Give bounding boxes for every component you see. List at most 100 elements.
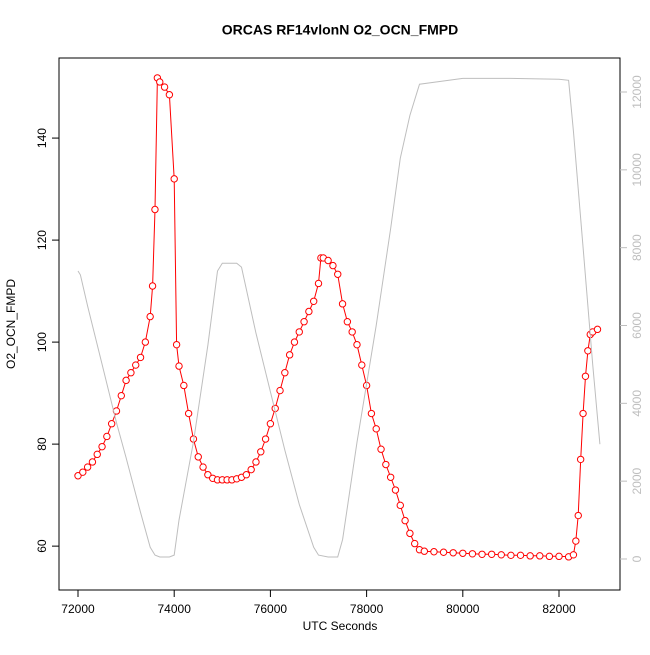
data-point <box>146 312 154 321</box>
x-tick-label: 72000 <box>61 602 95 616</box>
data-point <box>242 471 251 479</box>
data-point <box>122 376 130 385</box>
data-point <box>257 448 265 456</box>
y-tick-label: 100 <box>35 332 49 352</box>
data-point <box>353 340 361 349</box>
data-point <box>572 537 580 545</box>
data-point <box>266 420 275 428</box>
data-point <box>569 551 578 559</box>
y-tick-label: 80 <box>35 437 49 451</box>
data-point <box>300 318 308 326</box>
data-point <box>372 425 380 433</box>
data-point <box>295 328 303 336</box>
data-point <box>382 460 390 469</box>
data-point <box>83 463 92 471</box>
y2-tick-label: 0 <box>630 555 644 562</box>
data-point <box>132 361 140 369</box>
data-point <box>468 550 477 558</box>
data-point <box>576 455 585 464</box>
data-point <box>103 432 111 441</box>
y2-tick-label: 4000 <box>630 390 644 417</box>
data-point <box>281 369 289 377</box>
data-point <box>74 472 82 480</box>
data-point <box>194 453 202 461</box>
data-point <box>98 442 106 451</box>
data-point <box>148 282 157 290</box>
data-point <box>184 409 193 418</box>
data-point <box>526 552 534 560</box>
data-point <box>290 338 299 346</box>
data-point <box>396 501 404 510</box>
data-point <box>579 409 587 418</box>
data-point <box>88 458 97 466</box>
data-point <box>309 297 318 306</box>
data-point <box>377 445 385 453</box>
x-tick-label: 80000 <box>446 602 480 616</box>
data-point <box>401 516 409 525</box>
data-point <box>348 328 356 336</box>
series-line <box>77 77 601 558</box>
data-point <box>172 340 181 349</box>
data-point <box>338 300 347 308</box>
data-point <box>160 83 169 91</box>
data-point <box>117 391 125 400</box>
data-point <box>127 369 135 377</box>
y2-tick-label: 2000 <box>630 467 644 494</box>
data-point <box>391 486 400 494</box>
data-point <box>107 420 116 428</box>
y2-tick-label: 12000 <box>630 75 644 109</box>
data-point <box>136 353 145 362</box>
data-point <box>93 450 101 459</box>
x-tick-label: 76000 <box>254 602 288 616</box>
data-point <box>199 463 207 471</box>
data-point <box>276 386 284 395</box>
data-point <box>175 362 183 370</box>
data-point <box>141 338 150 346</box>
data-point <box>581 372 590 380</box>
data-point <box>151 205 159 214</box>
data-point <box>507 551 515 560</box>
data-point <box>261 435 270 443</box>
x-tick-label: 82000 <box>542 602 576 616</box>
data-point <box>536 552 544 560</box>
plot-frame <box>58 57 621 591</box>
data-point <box>411 539 419 548</box>
y2-tick-label: 8000 <box>630 234 644 261</box>
data-point <box>343 318 352 326</box>
data-point <box>165 91 174 99</box>
data-point <box>420 547 429 555</box>
data-point <box>386 473 395 481</box>
data-point <box>367 409 376 418</box>
data-point <box>555 552 563 561</box>
data-point <box>156 78 164 86</box>
chart-title: ORCAS RF14vlonN O2_OCN_FMPD <box>222 22 458 38</box>
data-point <box>545 552 554 561</box>
y-tick-label: 120 <box>35 230 49 250</box>
y2-tick-label: 6000 <box>630 312 644 339</box>
data-point <box>285 351 294 359</box>
data-point <box>324 256 332 265</box>
data-point <box>305 307 313 316</box>
data-point <box>358 361 366 369</box>
data-point <box>247 465 255 474</box>
x-tick-label: 74000 <box>158 602 192 616</box>
data-point <box>430 548 438 556</box>
y-tick-label: 60 <box>35 539 49 553</box>
data-point <box>79 468 87 476</box>
data-point <box>574 511 582 520</box>
y-tick-label: 140 <box>35 128 49 148</box>
data-point <box>593 325 602 334</box>
data-point <box>406 529 414 538</box>
data-point <box>170 175 178 183</box>
x-tick-label: 78000 <box>350 602 384 616</box>
data-point <box>252 458 260 466</box>
data-point <box>329 261 337 270</box>
data-point <box>459 549 467 557</box>
data-point <box>584 347 592 355</box>
data-point <box>497 551 505 559</box>
data-point <box>487 550 496 558</box>
data-point <box>204 471 212 479</box>
x-axis-label: UTC Seconds <box>303 619 378 633</box>
